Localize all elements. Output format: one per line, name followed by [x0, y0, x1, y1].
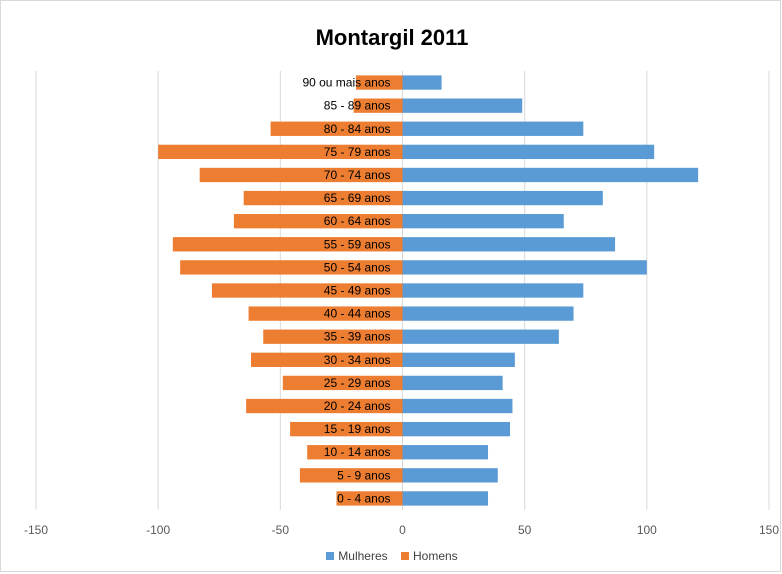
bar-homens	[246, 398, 403, 414]
bar-mulheres	[402, 306, 574, 321]
bar-homens	[248, 306, 403, 321]
bar-mulheres	[402, 260, 647, 275]
bar-homens	[307, 445, 403, 460]
bar-mulheres	[402, 352, 515, 367]
x-tick-label: 0	[399, 523, 406, 537]
legend-label-homens: Homens	[413, 549, 458, 563]
category-label: 80 - 84 anos	[324, 122, 391, 136]
bar-mulheres	[402, 237, 616, 252]
legend-item-mulheres: Mulheres	[326, 549, 388, 563]
category-label: 10 - 14 anos	[324, 445, 391, 459]
category-label: 50 - 54 anos	[324, 260, 391, 274]
bar-mulheres	[402, 468, 498, 483]
category-label: 45 - 49 anos	[324, 284, 391, 298]
bar-homens	[353, 98, 403, 113]
x-tick-label: -100	[146, 523, 170, 537]
category-label: 15 - 19 anos	[324, 422, 391, 436]
category-label: 30 - 34 anos	[324, 353, 391, 367]
bar-homens	[270, 121, 403, 136]
bar-homens	[199, 167, 403, 183]
bar-homens	[172, 237, 403, 252]
bar-homens	[299, 468, 403, 483]
bar-mulheres	[402, 190, 603, 206]
bar-homens	[356, 75, 403, 90]
bar-mulheres	[402, 121, 584, 136]
bar-homens	[282, 375, 403, 391]
category-label: 55 - 59 anos	[324, 237, 391, 251]
x-tick-label: 50	[518, 523, 532, 537]
bar-homens	[336, 491, 403, 506]
bar-mulheres	[402, 283, 584, 298]
category-label: 65 - 69 anos	[324, 191, 391, 205]
category-label: 60 - 64 anos	[324, 214, 391, 228]
bar-homens	[290, 421, 403, 437]
category-label: 40 - 44 anos	[324, 307, 391, 321]
category-label: 70 - 74 anos	[324, 168, 391, 182]
bar-homens	[233, 214, 403, 229]
bar-mulheres	[402, 144, 655, 160]
category-label: 90 ou mais anos	[302, 76, 390, 90]
category-label: 20 - 24 anos	[324, 399, 391, 413]
legend-swatch-mulheres	[326, 552, 335, 560]
bar-mulheres	[402, 167, 699, 183]
legend-swatch-homens	[401, 552, 409, 560]
legend-label-mulheres: Mulheres	[338, 549, 388, 563]
bar-mulheres	[402, 491, 489, 506]
legend-item-homens: Homens	[401, 549, 458, 563]
x-tick-label: -150	[24, 523, 48, 537]
category-label: 25 - 29 anos	[324, 376, 391, 390]
x-tick-label: 150	[759, 523, 779, 537]
bar-homens	[243, 190, 403, 206]
category-label: 0 - 4 anos	[337, 491, 390, 505]
bar-mulheres	[402, 375, 503, 391]
bar-homens	[251, 352, 403, 367]
x-tick-label: -50	[272, 523, 290, 537]
bar-homens	[211, 283, 403, 298]
category-label: 75 - 79 anos	[324, 145, 391, 159]
chart-title: Montargil 2011	[315, 25, 469, 50]
bar-mulheres	[402, 214, 564, 229]
bar-mulheres	[402, 421, 511, 437]
bar-homens	[180, 260, 403, 275]
bar-mulheres	[402, 98, 523, 113]
bar-homens	[158, 144, 403, 160]
category-label: 85 - 89 anos	[324, 99, 391, 113]
bar-homens	[263, 329, 403, 344]
bar-mulheres	[402, 75, 442, 90]
category-label: 35 - 39 anos	[324, 330, 391, 344]
bar-mulheres	[402, 398, 513, 414]
bar-mulheres	[402, 445, 489, 460]
legend: Mulheres Homens	[1, 549, 782, 563]
bar-mulheres	[402, 329, 559, 344]
category-label: 5 - 9 anos	[337, 468, 390, 482]
x-tick-label: 100	[637, 523, 657, 537]
